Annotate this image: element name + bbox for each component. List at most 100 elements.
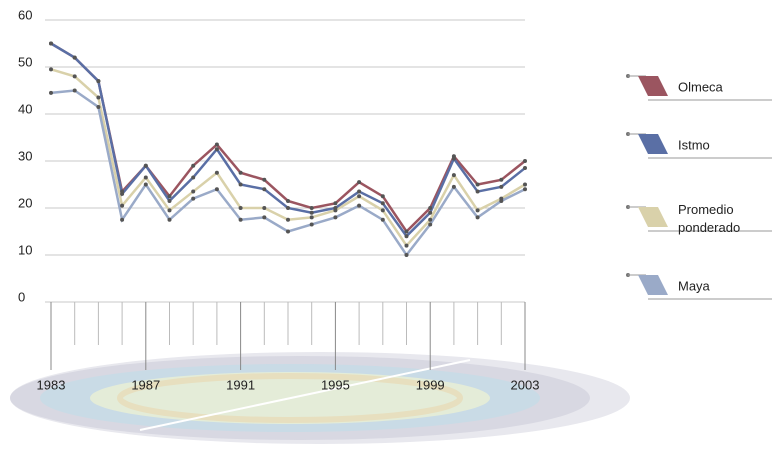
point	[523, 166, 527, 170]
y-tick-label: 0	[18, 289, 25, 304]
legend-swatch	[638, 134, 668, 154]
point	[168, 194, 172, 198]
chart: 0102030405060198319871991199519992003Olm…	[0, 0, 774, 450]
point	[144, 175, 148, 179]
point	[215, 143, 219, 147]
point	[239, 171, 243, 175]
legend-swatch	[638, 76, 668, 96]
x-tick-label: 1987	[131, 377, 160, 392]
point	[428, 222, 432, 226]
point	[239, 206, 243, 210]
point	[168, 218, 172, 222]
point	[96, 96, 100, 100]
legend-item: Istmo	[626, 132, 772, 158]
point	[215, 147, 219, 151]
point	[310, 211, 314, 215]
point	[405, 253, 409, 257]
point	[405, 244, 409, 248]
point	[476, 208, 480, 212]
point	[476, 215, 480, 219]
y-tick-label: 20	[18, 195, 32, 210]
point	[191, 175, 195, 179]
point	[120, 192, 124, 196]
point	[262, 215, 266, 219]
point	[215, 187, 219, 191]
point	[310, 206, 314, 210]
point	[262, 187, 266, 191]
point	[476, 190, 480, 194]
point	[405, 230, 409, 234]
point	[381, 208, 385, 212]
point	[428, 206, 432, 210]
point	[262, 178, 266, 182]
legend-swatch	[638, 207, 668, 227]
point	[357, 194, 361, 198]
point	[49, 67, 53, 71]
point	[262, 206, 266, 210]
x-tick-label: 1999	[416, 377, 445, 392]
point	[405, 234, 409, 238]
point	[333, 201, 337, 205]
point	[310, 215, 314, 219]
point	[96, 79, 100, 83]
point	[381, 194, 385, 198]
y-tick-label: 10	[18, 242, 32, 257]
point	[73, 56, 77, 60]
x-tick-label: 1991	[226, 377, 255, 392]
point	[144, 183, 148, 187]
point	[357, 204, 361, 208]
legend-label: Istmo	[678, 137, 710, 152]
point	[96, 105, 100, 109]
point	[191, 190, 195, 194]
point	[452, 173, 456, 177]
point	[499, 178, 503, 182]
point	[286, 199, 290, 203]
point	[49, 91, 53, 95]
point	[499, 199, 503, 203]
point	[191, 197, 195, 201]
point	[144, 164, 148, 168]
point	[333, 215, 337, 219]
point	[476, 183, 480, 187]
point	[286, 206, 290, 210]
point	[428, 211, 432, 215]
y-tick-label: 40	[18, 101, 32, 116]
point	[523, 159, 527, 163]
point	[120, 218, 124, 222]
point	[239, 183, 243, 187]
point	[333, 206, 337, 210]
point	[49, 42, 53, 46]
point	[73, 89, 77, 93]
point	[381, 201, 385, 205]
point	[452, 157, 456, 161]
point	[168, 208, 172, 212]
point	[523, 183, 527, 187]
x-tick-label: 2003	[511, 377, 540, 392]
y-tick-label: 50	[18, 54, 32, 69]
decoration	[10, 352, 630, 444]
point	[120, 204, 124, 208]
point	[523, 187, 527, 191]
point	[286, 230, 290, 234]
point	[428, 218, 432, 222]
point	[357, 180, 361, 184]
point	[499, 185, 503, 189]
point	[381, 218, 385, 222]
legend-swatch	[638, 275, 668, 295]
legend-item: Maya	[626, 273, 772, 299]
x-tick-label: 1983	[37, 377, 66, 392]
legend-label: Maya	[678, 278, 711, 293]
point	[168, 199, 172, 203]
legend-label: Olmeca	[678, 79, 724, 94]
point	[73, 74, 77, 78]
y-tick-label: 60	[18, 7, 32, 22]
point	[357, 190, 361, 194]
point	[452, 185, 456, 189]
point	[191, 164, 195, 168]
legend-item: Olmeca	[626, 74, 772, 100]
point	[215, 171, 219, 175]
y-tick-label: 30	[18, 148, 32, 163]
point	[310, 222, 314, 226]
